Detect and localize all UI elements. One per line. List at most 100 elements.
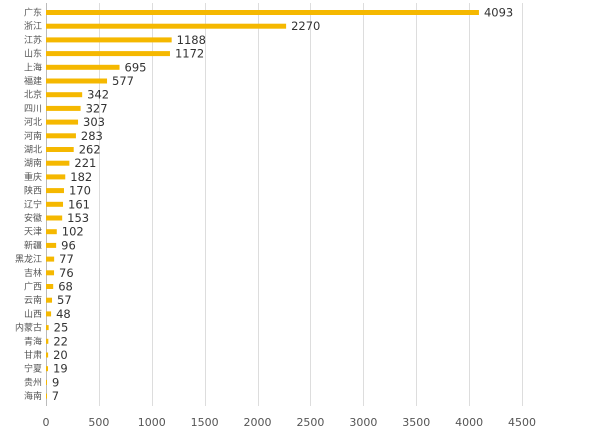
category-label: 新疆 bbox=[24, 239, 42, 251]
value-label: 327 bbox=[86, 101, 108, 115]
bar bbox=[46, 133, 76, 139]
category-label: 四川 bbox=[24, 104, 42, 114]
category-label: 上海 bbox=[24, 61, 42, 73]
category-label: 宁夏 bbox=[24, 363, 42, 375]
value-label: 96 bbox=[61, 238, 76, 252]
bar bbox=[46, 366, 49, 372]
value-label: 19 bbox=[53, 362, 68, 376]
value-label: 77 bbox=[59, 252, 74, 266]
category-label: 广西 bbox=[24, 281, 42, 293]
value-label: 76 bbox=[59, 266, 74, 280]
x-tick-label: 2500 bbox=[296, 416, 324, 429]
bar bbox=[46, 10, 479, 15]
x-tick-label: 0 bbox=[43, 416, 50, 429]
category-label: 青海 bbox=[24, 335, 42, 347]
value-label: 68 bbox=[58, 280, 73, 294]
category-label: 云南 bbox=[24, 294, 42, 306]
category-label: 湖南 bbox=[24, 157, 42, 169]
value-label: 577 bbox=[112, 74, 134, 88]
bar bbox=[46, 23, 287, 29]
value-label: 161 bbox=[68, 197, 90, 211]
category-label: 广东 bbox=[24, 7, 42, 19]
value-label: 182 bbox=[70, 170, 92, 184]
bar bbox=[46, 215, 63, 221]
bar bbox=[46, 297, 53, 303]
value-label: 262 bbox=[79, 143, 101, 157]
bar bbox=[46, 78, 108, 84]
category-label: 海南 bbox=[24, 390, 42, 402]
category-label: 甘肃 bbox=[24, 349, 42, 361]
x-tick-label: 2000 bbox=[244, 416, 272, 429]
value-label: 57 bbox=[57, 293, 72, 307]
category-label: 吉林 bbox=[24, 267, 42, 279]
x-tick-label: 3500 bbox=[402, 416, 430, 429]
value-label: 342 bbox=[87, 88, 109, 102]
grid-lines bbox=[46, 3, 523, 406]
category-label: 福建 bbox=[24, 75, 42, 87]
bar bbox=[46, 325, 49, 331]
category-label: 安徽 bbox=[24, 212, 42, 224]
bar bbox=[46, 270, 55, 276]
category-label: 山东 bbox=[24, 48, 42, 60]
x-tick-label: 4500 bbox=[508, 416, 536, 429]
bars bbox=[46, 10, 479, 399]
bar bbox=[46, 105, 81, 111]
category-label: 重庆 bbox=[24, 171, 42, 183]
value-label: 1172 bbox=[175, 47, 204, 61]
category-label: 黑龙江 bbox=[15, 253, 42, 265]
value-labels: 4093227011881172695577342327303283262221… bbox=[52, 6, 513, 404]
bar bbox=[46, 201, 64, 207]
category-label: 天津 bbox=[24, 227, 42, 238]
bar bbox=[46, 188, 64, 194]
value-label: 170 bbox=[69, 184, 91, 198]
bar bbox=[46, 51, 170, 57]
value-label: 283 bbox=[81, 129, 103, 143]
bar bbox=[46, 229, 57, 235]
x-tick-label: 3000 bbox=[349, 416, 377, 429]
x-tick-label: 4000 bbox=[455, 416, 483, 429]
value-label: 153 bbox=[67, 211, 89, 225]
value-label: 221 bbox=[74, 156, 96, 170]
value-label: 303 bbox=[83, 115, 105, 129]
bar bbox=[46, 284, 54, 289]
bar bbox=[46, 379, 47, 385]
category-label: 陕西 bbox=[24, 185, 42, 197]
value-label: 7 bbox=[52, 389, 59, 403]
x-tick-label: 1000 bbox=[138, 416, 166, 429]
bar bbox=[46, 256, 55, 262]
category-label: 内蒙古 bbox=[15, 322, 42, 334]
x-tick-label: 500 bbox=[88, 416, 109, 429]
bar bbox=[46, 92, 83, 98]
value-label: 4093 bbox=[484, 6, 513, 20]
bar bbox=[46, 242, 57, 248]
bar bbox=[46, 64, 120, 70]
value-label: 20 bbox=[53, 348, 68, 362]
x-axis-tick-labels: 0 500 1000 1500 2000 2500 3000 3500 4000 4500 bbox=[43, 416, 537, 429]
value-label: 102 bbox=[62, 225, 84, 239]
category-label: 浙江 bbox=[24, 20, 42, 32]
bar bbox=[46, 338, 49, 344]
bar bbox=[46, 119, 79, 125]
category-label: 贵州 bbox=[24, 376, 42, 388]
category-label: 山西 bbox=[24, 309, 42, 320]
category-label: 河北 bbox=[24, 116, 42, 128]
category-label: 北京 bbox=[24, 89, 42, 101]
category-label: 湖北 bbox=[24, 145, 42, 156]
value-label: 1188 bbox=[177, 33, 206, 47]
bar bbox=[46, 147, 74, 152]
bar bbox=[46, 352, 49, 358]
value-label: 22 bbox=[53, 334, 68, 348]
value-label: 695 bbox=[125, 60, 147, 74]
value-label: 25 bbox=[54, 321, 69, 335]
x-tick-label: 1500 bbox=[191, 416, 219, 429]
category-label: 河南 bbox=[24, 130, 42, 142]
value-label: 9 bbox=[52, 375, 59, 389]
value-label: 2270 bbox=[291, 19, 320, 33]
category-label: 辽宁 bbox=[24, 198, 42, 210]
bar bbox=[46, 37, 172, 43]
value-label: 48 bbox=[56, 307, 71, 321]
category-labels: 广东浙江江苏山东上海福建北京四川河北河南湖北湖南重庆陕西辽宁安徽天津新疆黑龙江吉… bbox=[15, 7, 42, 403]
bar bbox=[46, 311, 52, 317]
